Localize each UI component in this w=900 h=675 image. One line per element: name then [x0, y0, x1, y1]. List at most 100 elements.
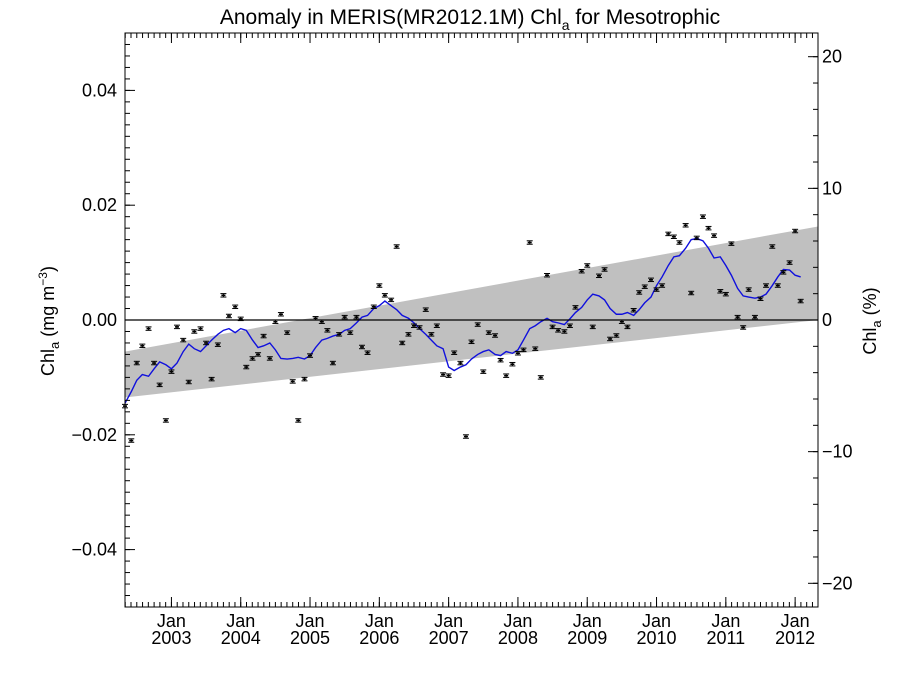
data-point	[468, 339, 475, 345]
smoothed-line	[124, 237, 801, 404]
x-tick-month-label: Jan	[503, 611, 532, 631]
data-point	[566, 323, 573, 328]
data-point	[399, 340, 406, 346]
data-point	[180, 337, 187, 343]
trend-band	[125, 226, 818, 398]
data-point	[405, 332, 412, 337]
y-right-tick-label: 10	[822, 178, 842, 198]
x-tick-month-label: Jan	[434, 611, 463, 631]
data-point	[757, 296, 764, 301]
data-point	[445, 373, 452, 378]
data-point	[393, 244, 400, 249]
data-point	[128, 438, 135, 443]
data-point	[786, 260, 793, 265]
y-right-label-pre: Chl	[860, 328, 880, 355]
data-point	[659, 283, 666, 288]
data-point	[636, 290, 643, 295]
y-left-tick-label: 0.02	[82, 195, 117, 215]
chart-title-main: Anomaly in MERIS(MR2012.1M) Chl	[220, 6, 562, 29]
data-point	[237, 316, 244, 322]
data-point	[693, 235, 700, 241]
data-point	[457, 360, 464, 366]
data-point	[220, 293, 227, 298]
data-point	[243, 364, 250, 370]
data-point	[312, 316, 319, 321]
data-point	[289, 379, 296, 384]
data-point	[266, 356, 273, 361]
y-left-label-sub: a	[47, 341, 62, 349]
y-left-label-post: )	[38, 266, 58, 272]
data-point	[561, 329, 568, 334]
data-point	[526, 240, 533, 245]
y-right-label-sub: a	[869, 320, 884, 328]
trend-band-layer	[125, 226, 818, 398]
data-point	[474, 322, 481, 327]
data-point	[353, 314, 360, 320]
data-point	[624, 324, 631, 330]
x-tick-year-label: 2004	[221, 628, 261, 648]
chart-title-sub: a	[562, 17, 570, 33]
x-tick-year-label: 2012	[775, 628, 815, 648]
data-point	[589, 324, 596, 330]
x-tick-month-label: Jan	[157, 611, 186, 631]
data-point	[214, 342, 221, 347]
data-point	[601, 267, 608, 272]
data-point	[260, 333, 267, 339]
data-point	[665, 231, 672, 237]
data-point	[485, 330, 492, 335]
data-point	[168, 369, 175, 374]
data-point	[295, 418, 302, 423]
data-point	[272, 319, 279, 324]
y-right-tick-label: −20	[822, 573, 853, 593]
data-point	[381, 293, 388, 298]
data-point	[462, 434, 469, 439]
x-tick-year-label: 2011	[706, 628, 745, 648]
data-point	[277, 312, 284, 317]
data-point	[336, 332, 343, 337]
data-point	[497, 357, 504, 363]
data-point	[151, 360, 158, 366]
data-point	[584, 263, 591, 268]
data-point	[630, 308, 637, 313]
x-tick-year-label: 2003	[151, 628, 191, 648]
data-point	[376, 283, 383, 288]
data-point	[607, 336, 614, 342]
data-point	[711, 233, 718, 238]
data-point	[722, 291, 729, 297]
data-point	[780, 270, 787, 275]
x-tick-year-label: 2005	[290, 628, 330, 648]
data-point	[145, 326, 152, 331]
data-point	[520, 347, 527, 353]
x-tick-year-label: 2008	[498, 628, 538, 648]
x-tick-year-label: 2009	[567, 628, 607, 648]
data-point	[416, 325, 423, 330]
data-point	[301, 376, 308, 382]
data-point	[792, 228, 799, 234]
data-point	[318, 319, 325, 324]
data-point	[284, 330, 291, 335]
data-point	[555, 328, 562, 333]
data-point	[341, 314, 348, 320]
data-point	[717, 289, 724, 294]
data-point	[688, 290, 695, 296]
y-axis-left-label: Chla (mg m−3)	[36, 266, 62, 376]
data-point	[255, 352, 262, 357]
data-point	[670, 234, 677, 239]
data-point	[451, 350, 458, 355]
data-point	[364, 350, 371, 355]
data-point	[208, 376, 215, 382]
axes-layer: −0.04−0.020.000.020.04−20−1001020Jan2003…	[71, 32, 853, 648]
smoothed-line-layer	[124, 237, 801, 404]
chart-title: Anomaly in MERIS(MR2012.1M) Chla for Mes…	[220, 6, 720, 33]
y-left-tick-label: 0.04	[82, 80, 117, 100]
x-tick-month-label: Jan	[365, 611, 394, 631]
data-points-layer	[122, 214, 804, 443]
data-point	[191, 329, 198, 334]
y-left-tick-label: −0.02	[71, 425, 117, 445]
y-right-tick-label: 0	[822, 310, 832, 330]
data-point	[307, 353, 314, 358]
data-point	[797, 298, 804, 304]
data-point	[514, 351, 521, 356]
data-point	[203, 340, 210, 346]
